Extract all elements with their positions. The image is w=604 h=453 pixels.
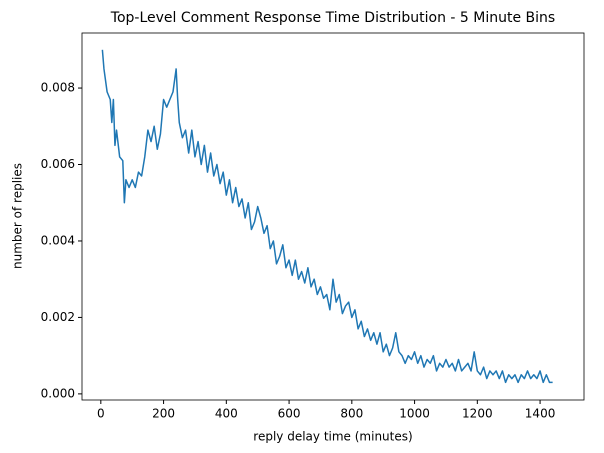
chart-title: Top-Level Comment Response Time Distribu…: [110, 10, 555, 26]
y-tick-label: 0.002: [41, 310, 75, 324]
x-tick-label: 1200: [462, 407, 493, 421]
x-axis-label: reply delay time (minutes): [253, 430, 412, 444]
y-tick-label: 0.000: [41, 386, 75, 400]
x-tick-label: 1000: [399, 407, 430, 421]
data-line: [101, 49, 553, 384]
y-axis-label: number of replies: [11, 163, 25, 269]
x-tick-label: 1400: [525, 407, 556, 421]
x-tick-label: 800: [340, 407, 363, 421]
x-tick-label: 600: [278, 407, 301, 421]
y-tick-label: 0.004: [41, 233, 75, 247]
x-tick-label: 200: [152, 407, 175, 421]
y-tick-label: 0.008: [41, 81, 75, 95]
y-tick-label: 0.006: [41, 157, 75, 171]
plot-frame: [81, 32, 585, 401]
x-tick-label: 400: [215, 407, 238, 421]
x-tick-label: 0: [97, 407, 105, 421]
